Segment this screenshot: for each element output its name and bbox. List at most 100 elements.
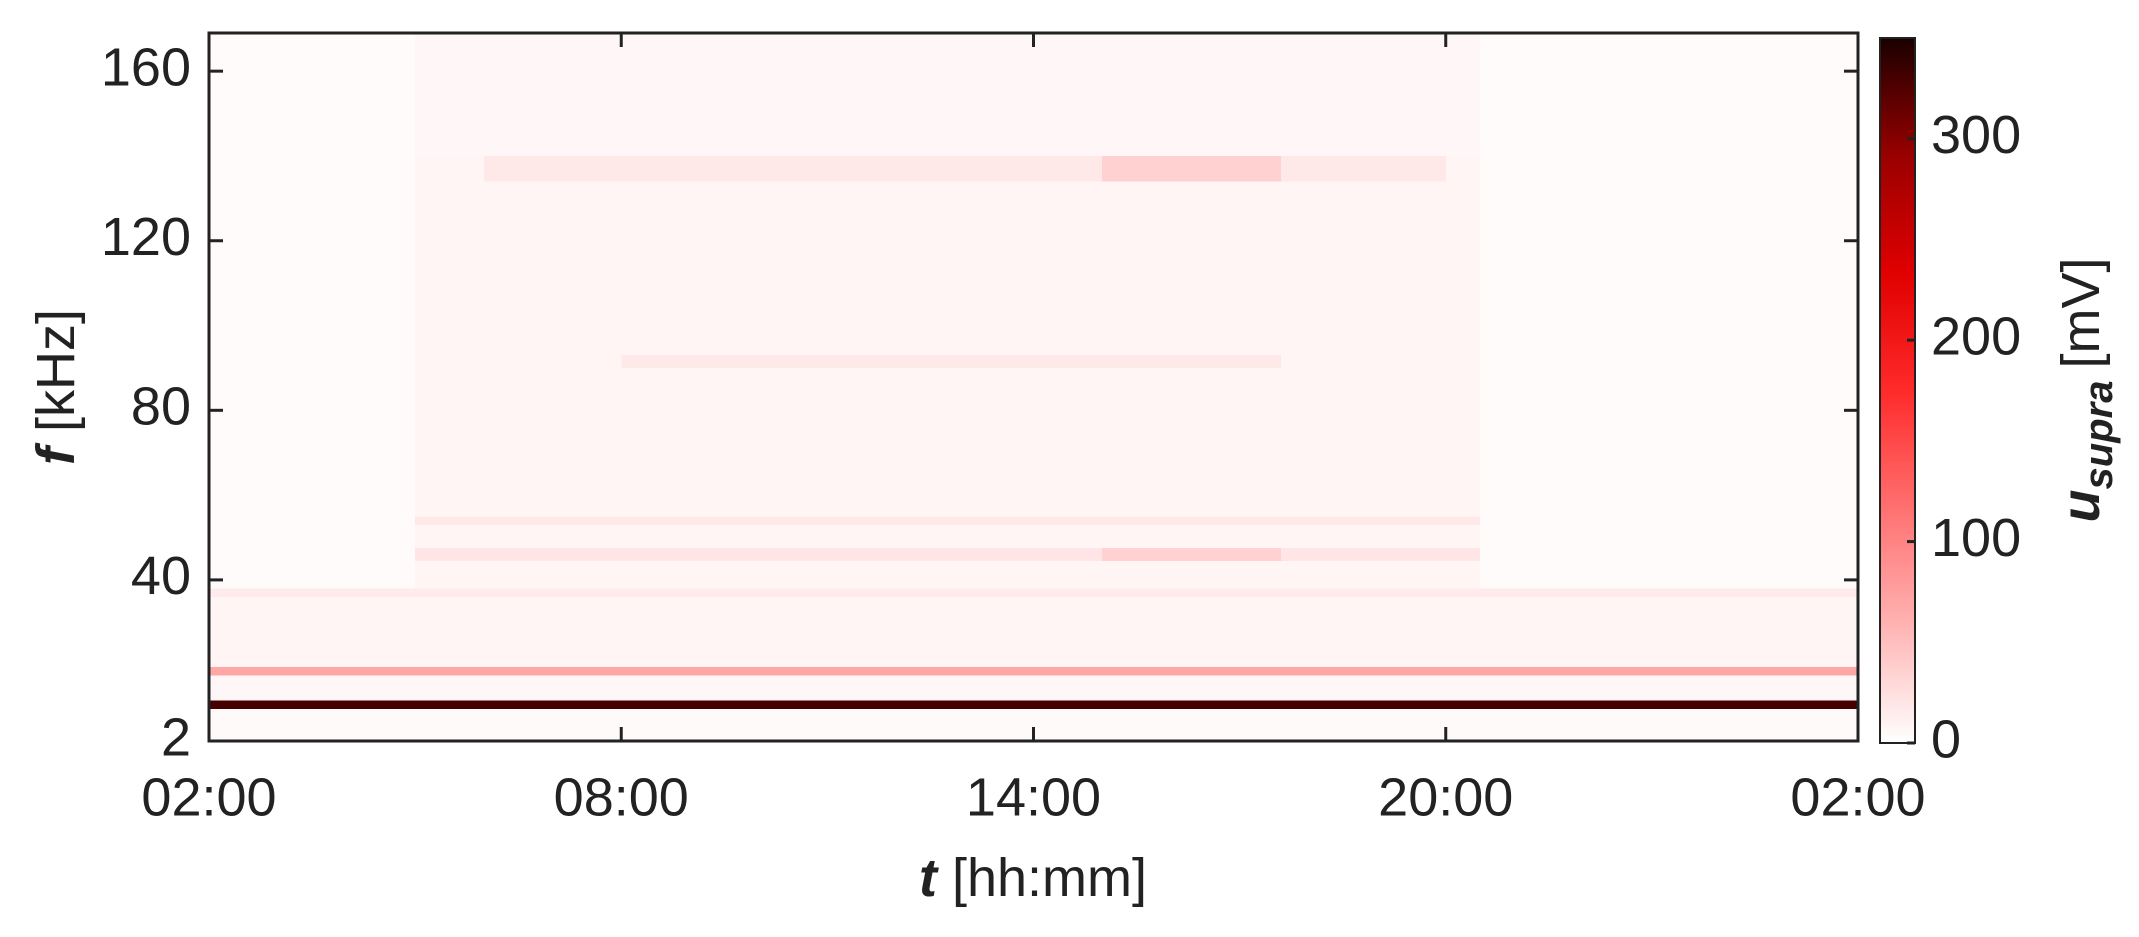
heatmap-cell xyxy=(621,516,1103,525)
heatmap-cell xyxy=(1280,367,1446,517)
heatmap-cell xyxy=(1102,675,1281,701)
heatmap-cell xyxy=(209,367,416,517)
heatmap-cell xyxy=(1280,700,1446,710)
heatmap-cell xyxy=(1102,33,1281,156)
heatmap-cell xyxy=(1280,596,1446,667)
heatmap-cell xyxy=(1102,588,1281,597)
heatmap-cell xyxy=(1280,548,1446,561)
heatmap-cell xyxy=(1280,155,1446,182)
heatmap-cell xyxy=(621,596,1103,667)
heatmap-cell xyxy=(1480,588,1858,597)
heatmap-cell xyxy=(415,588,484,597)
colorbar-label: usupra [mV] xyxy=(2051,258,2120,523)
heatmap-cell xyxy=(1480,548,1858,561)
heatmap-cell xyxy=(1445,675,1481,701)
heatmap-cell xyxy=(415,181,484,356)
colorbar-tick-label: 300 xyxy=(1931,105,2021,165)
x-tick-label: 02:00 xyxy=(1790,767,1925,827)
heatmap-cell xyxy=(621,588,1103,597)
heatmap-cell xyxy=(1480,524,1858,549)
cb-subscript: supra xyxy=(2077,381,2121,490)
heatmap xyxy=(209,33,1858,741)
heatmap-cell xyxy=(483,181,622,356)
heatmap-cell xyxy=(621,675,1103,701)
x-tick-label: 14:00 xyxy=(966,767,1101,827)
heatmap-cell xyxy=(415,155,484,182)
heatmap-cell xyxy=(1480,560,1858,589)
y-tick-label: 80 xyxy=(131,377,191,437)
heatmap-cell xyxy=(1280,516,1446,525)
heatmap-cell xyxy=(1102,709,1281,741)
heatmap-cell xyxy=(621,700,1103,710)
heatmap-cell xyxy=(1445,516,1481,525)
heatmap-cell xyxy=(1102,560,1281,589)
heatmap-cell xyxy=(209,155,416,182)
y-tick-label: 40 xyxy=(131,546,191,606)
heatmap-cell xyxy=(1480,596,1858,667)
heatmap-cell xyxy=(209,666,416,676)
heatmap-cell xyxy=(1480,675,1858,701)
heatmap-cell xyxy=(1480,516,1858,525)
heatmap-cell xyxy=(415,524,484,549)
heatmap-cell xyxy=(1445,355,1481,368)
heatmap-cell xyxy=(1102,524,1281,549)
heatmap-cell xyxy=(621,524,1103,549)
heatmap-cell xyxy=(1480,155,1858,182)
heatmap-cell xyxy=(621,155,1103,182)
heatmap-cell xyxy=(621,666,1103,676)
heatmap-cell xyxy=(415,675,484,701)
heatmap-cell xyxy=(415,33,484,156)
heatmap-cell xyxy=(621,367,1103,517)
heatmap-cell xyxy=(483,516,622,525)
heatmap-cell xyxy=(209,524,416,549)
y-tick-label: 2 xyxy=(161,707,191,767)
heatmap-cell xyxy=(209,33,416,156)
heatmap-cell xyxy=(1280,181,1446,356)
heatmap-cell xyxy=(483,33,622,156)
heatmap-cell xyxy=(1445,709,1481,741)
heatmap-cell xyxy=(1280,355,1446,368)
heatmap-cell xyxy=(1480,666,1858,676)
heatmap-cell xyxy=(1280,675,1446,701)
heatmap-cell xyxy=(415,355,484,368)
heatmap-cell xyxy=(415,548,484,561)
heatmap-cell xyxy=(1480,700,1858,710)
heatmap-cell xyxy=(415,560,484,589)
heatmap-cell xyxy=(415,596,484,667)
heatmap-cell xyxy=(209,181,416,356)
y-symbol: f xyxy=(26,442,86,465)
heatmap-cell xyxy=(483,596,622,667)
y-tick-label: 120 xyxy=(101,207,191,267)
colorbar xyxy=(1879,37,1916,744)
heatmap-cell xyxy=(483,367,622,517)
heatmap-cell xyxy=(209,700,416,710)
heatmap-cell xyxy=(1480,709,1858,741)
heatmap-cell xyxy=(1280,588,1446,597)
heatmap-cell xyxy=(1480,181,1858,356)
cb-symbol: u xyxy=(2051,489,2111,522)
heatmap-cell xyxy=(415,516,484,525)
x-tick-label: 02:00 xyxy=(141,767,276,827)
heatmap-cell xyxy=(415,709,484,741)
heatmap-cell xyxy=(483,155,622,182)
y-axis-label: f [kHz] xyxy=(26,309,86,465)
colorbar-tick-label: 0 xyxy=(1931,709,1961,769)
heatmap-cell xyxy=(1102,367,1281,517)
heatmap-cell xyxy=(483,560,622,589)
heatmap-cell xyxy=(1445,548,1481,561)
heatmap-cell xyxy=(1480,355,1858,368)
heatmap-cell xyxy=(209,596,416,667)
x-axis-label: t [hh:mm] xyxy=(919,848,1147,908)
heatmap-cell xyxy=(621,33,1103,156)
heatmap-cell xyxy=(1480,367,1858,517)
heatmap-cell xyxy=(415,666,484,676)
heatmap-cell xyxy=(621,181,1103,356)
heatmap-cell xyxy=(621,548,1103,561)
heatmap-cell xyxy=(209,675,416,701)
heatmap-cell xyxy=(1102,355,1281,368)
heatmap-cell xyxy=(1102,548,1281,561)
heatmap-cell xyxy=(209,355,416,368)
heatmap-cell xyxy=(483,666,622,676)
x-tick-label: 08:00 xyxy=(554,767,689,827)
